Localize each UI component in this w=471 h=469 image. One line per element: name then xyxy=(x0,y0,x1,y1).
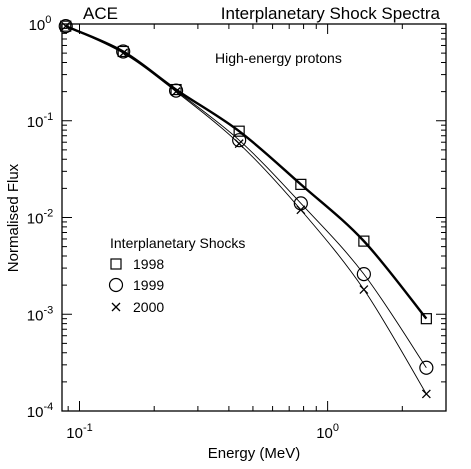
legend-title: Interplanetary Shocks xyxy=(110,235,245,251)
series-1998-point xyxy=(295,178,307,190)
chart-title: Interplanetary Shock Spectra xyxy=(221,4,441,23)
legend-marker-1998 xyxy=(110,258,122,270)
series-2000-point xyxy=(421,389,431,399)
series-1999-point xyxy=(419,360,434,375)
legend-marker-2000 xyxy=(111,302,121,312)
y-axis-label: Normalised Flux xyxy=(5,163,22,272)
x-tick-label: 10-1 xyxy=(66,422,92,442)
series-2000-line xyxy=(65,25,427,395)
legend-label-2000: 2000 xyxy=(133,299,164,315)
legend-label-1998: 1998 xyxy=(133,256,164,272)
annotation-label: High-energy protons xyxy=(215,50,342,66)
legend: Interplanetary Shocks 1998 1999 2000 xyxy=(108,235,245,315)
series-1998-point xyxy=(117,45,129,58)
x-axis-label: Energy (MeV) xyxy=(208,445,301,462)
y-tick-label: 10-2 xyxy=(27,208,53,228)
series-2000-point xyxy=(61,21,71,31)
legend-marker-1999 xyxy=(108,277,124,293)
x-tick-label: 100 xyxy=(316,422,339,442)
plot-frame xyxy=(61,23,447,412)
legend-label-1999: 1999 xyxy=(133,277,164,293)
series-1999-point xyxy=(356,267,371,282)
series-1999-point xyxy=(116,44,131,59)
series-1998-point xyxy=(60,20,72,32)
series-1998-point xyxy=(358,235,370,247)
series-2000-point xyxy=(171,87,181,97)
series-1999-point xyxy=(232,133,247,148)
y-tick-label: 10-4 xyxy=(27,401,53,421)
series-1999-point xyxy=(168,83,184,98)
series-1999-line xyxy=(65,25,427,368)
y-tick-label: 100 xyxy=(29,14,52,34)
series-1999-point xyxy=(58,19,73,34)
y-tick-label: 10-1 xyxy=(27,111,53,131)
series-1998-line xyxy=(65,25,428,320)
y-tick-label: 10-3 xyxy=(27,304,53,324)
series-2000-point xyxy=(359,285,369,295)
series-2000-point xyxy=(118,48,128,58)
series-1998-point xyxy=(233,125,245,137)
top-left-label: ACE xyxy=(83,4,118,23)
series-2000-point xyxy=(234,139,244,149)
series-1998-point xyxy=(420,313,432,325)
series-2000-point xyxy=(296,205,306,215)
